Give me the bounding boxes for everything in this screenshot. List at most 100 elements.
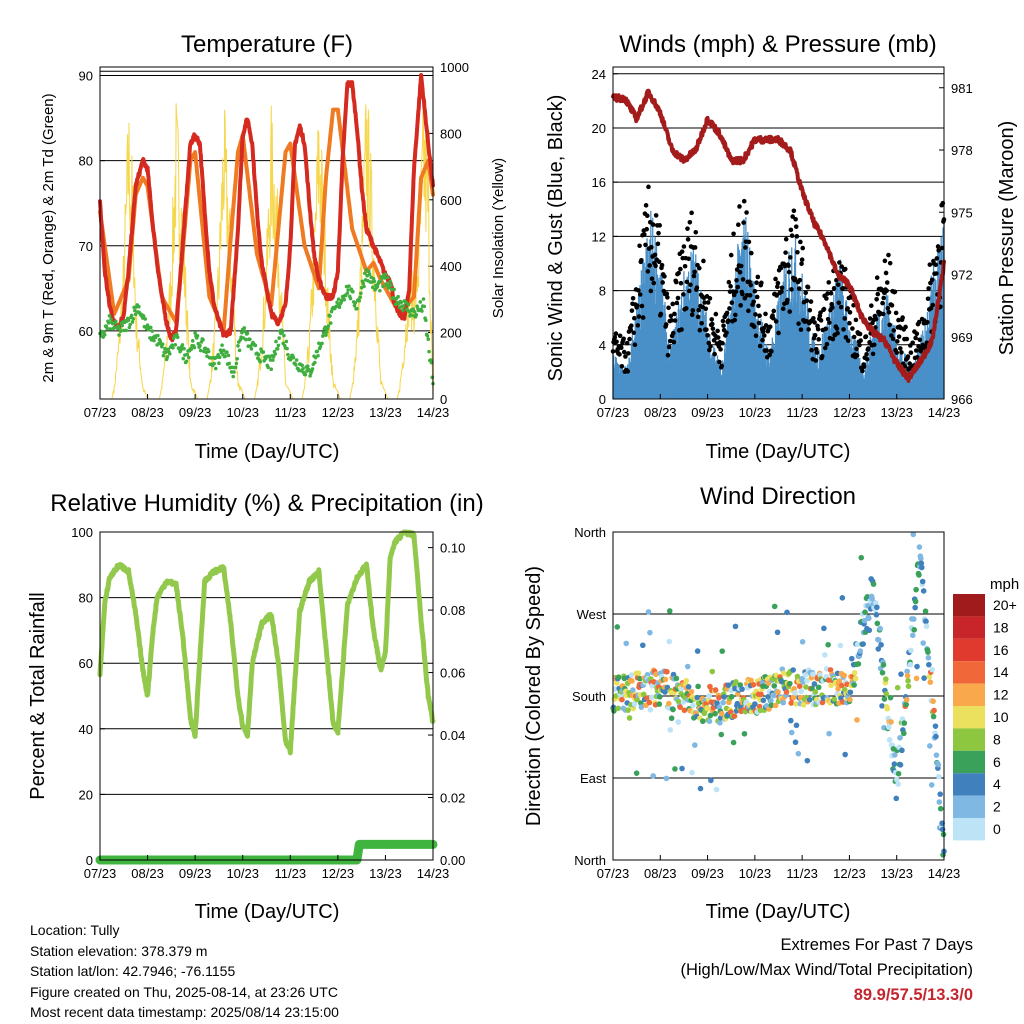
dewpoint-point [129, 313, 134, 318]
direction-point [657, 693, 663, 700]
direction-point [923, 623, 930, 630]
solar-y-tick-label: 600 [440, 193, 462, 208]
gust-point [763, 311, 768, 317]
dewpoint-point [386, 275, 390, 280]
direction-point [792, 689, 798, 696]
solar-y-tick-label: 400 [440, 259, 462, 274]
gust-point [647, 263, 652, 268]
extremes-box: Extremes For Past 7 Days (High/Low/Max W… [680, 933, 973, 1008]
gust-point [710, 326, 716, 331]
gust-point [709, 317, 715, 322]
wind-direction-panel: Wind Direction Time (Day/UTC) Direction … [523, 483, 1019, 923]
gust-point [925, 296, 931, 302]
gust-point [812, 333, 818, 338]
temperature-x-tick-label: 08/23 [131, 405, 164, 420]
direction-point [644, 695, 650, 701]
legend-swatch [953, 818, 985, 841]
gust-point [657, 223, 662, 228]
direction-point [905, 677, 911, 684]
dewpoint-point [141, 314, 146, 318]
dewpoint-point [163, 346, 167, 351]
direction-point [873, 611, 880, 618]
direction-point [928, 782, 935, 788]
gust-point [617, 352, 622, 357]
gust-point [614, 339, 619, 345]
direction-point [861, 617, 868, 624]
gust-point [627, 336, 632, 342]
direction-point [752, 701, 758, 707]
direction-point [650, 773, 656, 779]
dewpoint-point [294, 363, 298, 367]
direction-point [704, 705, 711, 712]
gust-point [710, 321, 715, 327]
temperature-title: Temperature (F) [181, 31, 353, 58]
gust-point [755, 274, 761, 280]
gust-point [788, 227, 794, 233]
direction-point [932, 723, 939, 729]
dewpoint-point [165, 355, 170, 359]
gust-point [692, 245, 698, 250]
dewpoint-point [148, 325, 153, 330]
temperature-y-tick-label: 90 [79, 69, 93, 84]
dewpoint-point [348, 296, 353, 301]
gust-point [831, 286, 837, 291]
gust-point [629, 308, 635, 313]
dewpoint-point [182, 346, 186, 351]
gust-point [910, 340, 915, 346]
pressure-y-tick-label: 981 [951, 81, 973, 96]
direction-point [648, 694, 655, 701]
gust-point [631, 330, 636, 336]
gust-point [748, 282, 754, 288]
direction-point [847, 689, 854, 696]
direction-point [926, 661, 932, 668]
direction-point [732, 623, 739, 630]
gust-point [738, 263, 744, 269]
humidity-x-tick-label: 13/23 [369, 866, 402, 881]
dewpoint-point [114, 319, 118, 324]
dewpoint-point [131, 317, 136, 321]
direction-point [844, 681, 850, 688]
gust-point [913, 335, 918, 341]
temperature-y2label: Solar Insolation (Yellow) [490, 158, 507, 318]
gust-point [670, 301, 675, 307]
gust-point [656, 259, 662, 265]
gust-point [692, 269, 697, 275]
direction-point [828, 682, 834, 689]
dewpoint-point [320, 334, 325, 338]
dewpoint-point [378, 279, 383, 284]
gust-point [824, 341, 830, 347]
dewpoint-point [363, 271, 367, 276]
gust-point [729, 300, 735, 306]
gust-point [684, 279, 690, 285]
dewpoint-point [280, 330, 285, 335]
winds-y2label: Station Pressure (Maroon) [996, 121, 1018, 356]
gust-point [873, 316, 879, 322]
dewpoint-point [221, 348, 226, 353]
direction-point [879, 669, 886, 676]
dewpoint-point [291, 355, 296, 360]
direction-point [913, 675, 920, 682]
gust-point [887, 260, 893, 266]
gust-point [653, 263, 658, 269]
gust-point [896, 317, 901, 323]
gust-point [854, 353, 860, 358]
gust-point [857, 331, 863, 337]
direction-point [895, 781, 901, 787]
direction-point [883, 691, 890, 697]
direction-point [810, 671, 816, 678]
direction-point [939, 826, 946, 833]
direction-point [908, 647, 914, 654]
legend-label: 10 [993, 709, 1009, 725]
dewpoint-point [173, 342, 178, 347]
gust-point [618, 345, 624, 351]
dewpoint-point [167, 352, 172, 356]
direction-point [827, 667, 834, 673]
direction-point [795, 750, 802, 757]
gust-point [778, 265, 784, 271]
wind-y-tick-label: 12 [592, 229, 606, 244]
dewpoint-point [316, 353, 320, 358]
gust-point [783, 250, 788, 255]
direction-point [894, 684, 901, 691]
gust-point [632, 342, 638, 347]
direction-point [884, 705, 891, 712]
